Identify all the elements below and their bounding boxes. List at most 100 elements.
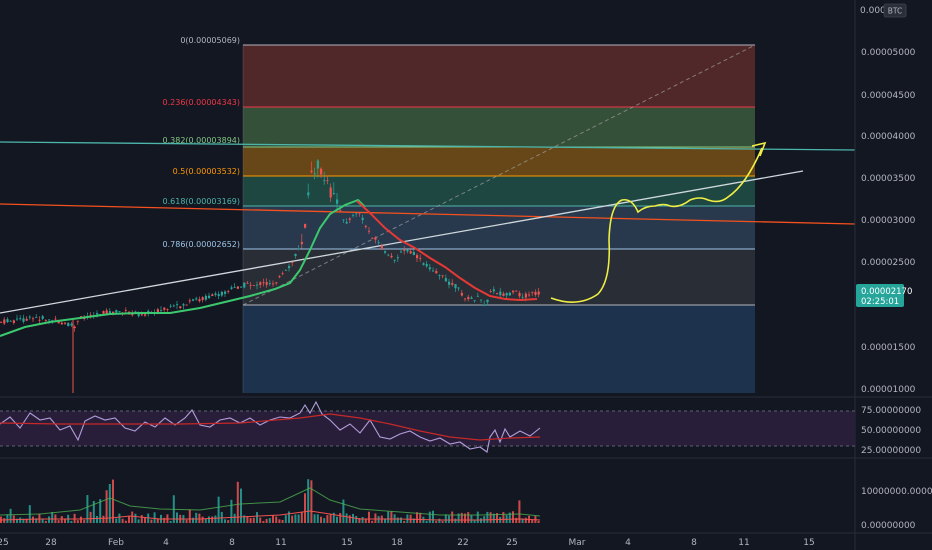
volume-bar: [371, 520, 374, 523]
price-axis-label: 0.0000: [860, 6, 892, 16]
volume-bar: [307, 479, 310, 523]
candle-body: [454, 284, 457, 289]
volume-bar: [124, 520, 127, 523]
volume-bar: [192, 517, 194, 523]
time-axis-label: 15: [803, 538, 814, 548]
volume-bar: [121, 518, 124, 523]
volume-bar: [464, 513, 466, 523]
volume-bar: [201, 516, 204, 523]
candle-body: [483, 304, 486, 306]
volume-bar: [377, 516, 380, 523]
volume-bar: [412, 518, 415, 523]
trendline-red-resistance[interactable]: [0, 203, 856, 225]
volume-bar: [368, 511, 370, 523]
price-axis-label: 0.00004500: [861, 91, 916, 101]
volume-bar: [352, 513, 354, 523]
candle-body: [400, 251, 403, 253]
fib-label-0: 0(0.00005069): [180, 36, 240, 45]
candle-body: [3, 319, 6, 324]
volume-bar: [358, 518, 361, 523]
volume-bar: [486, 511, 489, 523]
volume-bar: [284, 515, 287, 523]
candle-body: [236, 286, 239, 289]
volume-bar: [416, 512, 418, 523]
candle-body: [211, 294, 214, 297]
volume-bar: [278, 519, 281, 523]
candle-body: [272, 283, 275, 285]
volume-bar: [473, 519, 476, 523]
candle-body: [339, 210, 342, 211]
rsi-axis-label: 25.00000000: [861, 446, 921, 456]
fib-trend-diagonal[interactable]: [242, 44, 756, 306]
drawing-projection-path[interactable]: [550, 147, 763, 303]
volume-bar: [105, 490, 108, 523]
candle-body: [214, 293, 217, 295]
volume-bar: [83, 519, 86, 523]
drawing-arrow-head[interactable]: [751, 141, 767, 157]
candle-body: [464, 298, 467, 300]
volume-bar: [3, 518, 6, 523]
rsi-signal-line: [0, 413, 541, 441]
volume-bar: [153, 512, 156, 523]
volume-bar: [425, 520, 428, 523]
volume-bar: [22, 518, 25, 523]
fib-zone-extension: [243, 305, 755, 393]
candle-body: [204, 295, 207, 300]
rsi-axis[interactable]: 75.00000000 50.00000000 25.00000000: [861, 406, 921, 456]
candle-body: [96, 313, 99, 315]
volume-bar: [390, 511, 393, 523]
time-axis-label: 4: [163, 538, 169, 548]
candle-body: [60, 322, 63, 325]
fib-zone-0236-0382: [243, 107, 755, 147]
candle-body: [54, 318, 57, 320]
candle-body: [307, 192, 310, 196]
candle-body: [355, 213, 358, 215]
volume-ma-green: [0, 487, 541, 517]
volume-bar: [470, 515, 473, 523]
time-axis-label: 15: [341, 538, 352, 548]
candle-body: [201, 297, 204, 300]
time-axis-label: Mar: [569, 538, 586, 548]
volume-bar: [419, 512, 422, 523]
fib-label-0236: 0.236(0.00004343): [163, 98, 241, 107]
trendline-teal-resistance[interactable]: [0, 141, 856, 151]
volume-bar: [492, 513, 495, 523]
time-axis[interactable]: 25 28 Feb 4 8 11 15 18 22 25 Mar 4 8 11 …: [0, 538, 815, 548]
volume-ma-red: [0, 510, 541, 521]
volume-bar: [300, 512, 303, 523]
candle-body: [70, 323, 73, 326]
current-price-countdown: 02:25:01: [861, 297, 899, 307]
candle-body: [224, 291, 227, 294]
fib-zone-0-0236: [243, 45, 755, 107]
volume-bar: [524, 517, 527, 523]
candle-body: [396, 257, 399, 259]
trendline-white-support[interactable]: [0, 170, 804, 314]
volume-bar: [115, 518, 118, 523]
volume-bar: [163, 517, 166, 523]
volume-bar: [262, 520, 265, 523]
volume-bar: [531, 519, 534, 523]
price-axis[interactable]: 0.0000 BTC 0.00005000 0.00004500 0.00004…: [856, 3, 916, 395]
volume-bar: [227, 520, 230, 523]
candle-body: [342, 219, 345, 221]
candle-body: [256, 284, 259, 286]
price-axis-label: 0.00003000: [861, 216, 916, 226]
fib-retracement[interactable]: 0(0.00005069) 0.236(0.00004343) 0.382(0.…: [163, 36, 756, 393]
price-axis-label: 0.00001000: [861, 385, 916, 395]
volume-bar: [515, 517, 518, 523]
volume-bar: [496, 513, 498, 523]
candle-body: [393, 259, 396, 261]
candle-body: [332, 193, 335, 195]
time-axis-label: 18: [391, 538, 403, 548]
volume-axis[interactable]: 10000000.00000000 0.00000000: [861, 487, 932, 531]
volume-bar: [310, 480, 313, 523]
volume-bar: [57, 520, 60, 523]
candle-body: [524, 293, 527, 298]
candle-body: [246, 282, 249, 284]
volume-bar: [467, 512, 470, 523]
volume-bar: [35, 518, 38, 523]
candle-body: [243, 282, 246, 288]
candle-body: [528, 294, 531, 296]
currency-badge[interactable]: [883, 3, 907, 18]
